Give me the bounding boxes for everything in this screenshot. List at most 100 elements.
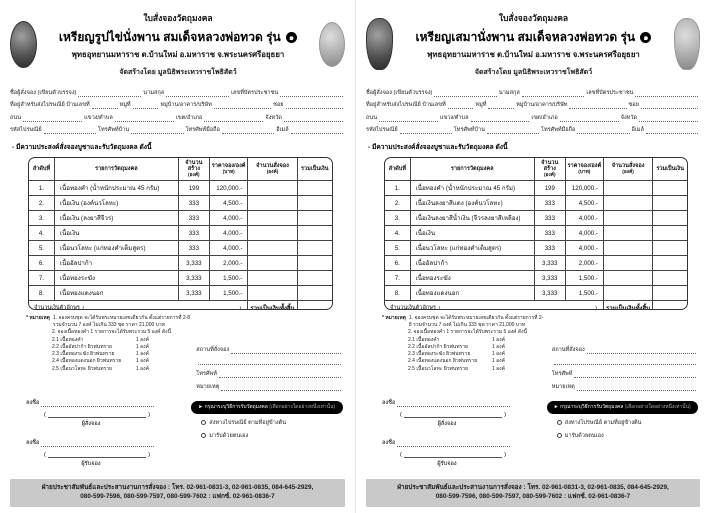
soi-input-line[interactable] (640, 103, 698, 109)
order-place-input-line2[interactable] (198, 359, 341, 365)
qty-cell[interactable] (247, 270, 298, 287)
order-place-input-line[interactable] (231, 348, 341, 354)
house-no-input-line[interactable] (447, 103, 474, 109)
email-input-line[interactable] (645, 128, 699, 134)
id-card-input-line[interactable] (635, 91, 698, 97)
email-input-line[interactable] (290, 128, 344, 134)
house-no-input-line[interactable] (91, 103, 118, 109)
district-input-line[interactable] (204, 116, 264, 122)
contact-phone-input-line[interactable] (218, 372, 341, 378)
id-card-input-line[interactable] (280, 91, 344, 97)
grand-total-cell[interactable] (653, 301, 687, 309)
checkbox-icon[interactable] (201, 420, 207, 426)
contact-note-input-line[interactable] (576, 385, 696, 391)
amount-cell[interactable] (297, 270, 332, 287)
contact-note-label: หมายเหตุ (196, 383, 220, 390)
orderer-name-line[interactable] (403, 413, 503, 418)
amount-cell[interactable] (652, 225, 687, 242)
moo-input-line[interactable] (132, 103, 159, 109)
district-input-line[interactable] (559, 116, 619, 122)
home-phone-input-line[interactable] (486, 128, 539, 134)
soi-input-line[interactable] (285, 103, 343, 109)
delivery-option-post[interactable]: ส่งทางไปรษณีย์ ตามที่อยู่ข้างต้น (556, 419, 698, 427)
amount-cell[interactable] (297, 180, 332, 197)
amount-cell[interactable] (297, 210, 332, 227)
amount-cell[interactable] (297, 240, 332, 257)
zipcode-input-line[interactable] (399, 128, 452, 134)
village-input-line[interactable] (569, 103, 627, 109)
receiver-signature-line[interactable] (41, 441, 154, 447)
amount-cell[interactable] (297, 225, 332, 242)
qty-cell[interactable] (603, 195, 654, 212)
checkbox-icon[interactable] (556, 433, 562, 439)
order-place-input-line2[interactable] (553, 359, 696, 365)
qty-cell[interactable] (247, 285, 298, 302)
amount-cell[interactable] (652, 195, 687, 212)
qty-cell[interactable] (247, 240, 298, 257)
contact-phone-input-line[interactable] (574, 372, 696, 378)
qty-cell[interactable] (603, 270, 654, 287)
delivery-option-pickup[interactable]: มารับด้วยตนเอง (556, 432, 698, 440)
delivery-option-pickup[interactable]: มารับด้วยตนเอง (201, 432, 343, 440)
subdistrict-input-line[interactable] (470, 116, 530, 122)
amulet-back-photo (319, 21, 345, 67)
subdistrict-input-line[interactable] (114, 116, 174, 122)
delivery-option-post[interactable]: ส่งทางไปรษณีย์ ตามที่อยู่ข้างต้น (201, 419, 343, 427)
amount-cell[interactable] (297, 285, 332, 302)
road-input-line[interactable] (23, 116, 83, 122)
receiver-name-line[interactable] (403, 453, 503, 458)
province-input-line[interactable] (283, 116, 344, 122)
mobile-input-line[interactable] (577, 128, 630, 134)
qty-cell[interactable] (603, 225, 654, 242)
home-phone-input-line[interactable] (131, 128, 184, 134)
order-place-input-line[interactable] (586, 348, 696, 354)
qty-cell[interactable] (603, 255, 654, 272)
qty-cell[interactable] (603, 240, 654, 257)
orderer-name-line[interactable] (47, 413, 147, 418)
amount-cell[interactable] (652, 180, 687, 197)
contact-note-input-line[interactable] (221, 385, 341, 391)
form-header: ใบสั่งจองวัตถุมงคล เหรียญรูปไข่นั่งพาน ส… (10, 7, 345, 81)
amount-cell[interactable] (652, 285, 687, 302)
province-input-line[interactable] (639, 116, 699, 122)
qty-cell[interactable] (247, 255, 298, 272)
amount-cell[interactable] (297, 255, 332, 272)
amount-words-input-line[interactable] (87, 306, 236, 308)
surname-input-line[interactable] (521, 91, 585, 97)
qty-cell[interactable] (247, 195, 298, 212)
receiver-signature-line[interactable] (397, 441, 510, 447)
name-input-line[interactable] (434, 91, 497, 97)
delivery-method-block: ► กรุณาระบุวิธีการรับวัตถุมงคล (เลือกอย่… (185, 399, 345, 479)
zipcode-input-line[interactable] (43, 128, 96, 134)
note-2: 2. จองเนื้อทองคำ 1 รายการจะได้รับพระรวม … (52, 329, 171, 336)
checkbox-icon[interactable] (201, 433, 207, 439)
amount-cell[interactable] (652, 210, 687, 227)
orderer-signature-line[interactable] (397, 401, 510, 407)
qty-cell[interactable] (603, 210, 654, 227)
receiver-name-line[interactable] (47, 453, 147, 458)
note-sub-item: 2.1 เนื้อทองคำ 1 องค์ (52, 336, 149, 343)
amount-cell[interactable] (652, 240, 687, 257)
grand-total-cell[interactable] (297, 301, 332, 309)
amount-cell[interactable] (297, 195, 332, 212)
table-header-row: ลำดับที่ รายการวัตถุมงคล จำนวนสร้าง (องค์… (385, 158, 687, 182)
qty-cell[interactable] (247, 225, 298, 242)
checkbox-icon[interactable] (556, 420, 562, 426)
moo-input-line[interactable] (488, 103, 515, 109)
village-input-line[interactable] (213, 103, 272, 109)
qty-cell[interactable] (603, 285, 654, 302)
orderer-signature-line[interactable] (41, 401, 154, 407)
mobile-input-line[interactable] (221, 128, 275, 134)
road-input-line[interactable] (379, 116, 438, 122)
name-input-line[interactable] (78, 91, 142, 97)
amount-cell[interactable] (652, 270, 687, 287)
qty-cell[interactable] (603, 180, 654, 197)
right-arrow-icon: ► (198, 404, 204, 411)
qty-cell[interactable] (247, 210, 298, 227)
surname-input-line[interactable] (166, 91, 229, 97)
amount-words-input-line[interactable] (443, 306, 592, 308)
qty-cell[interactable] (247, 180, 298, 197)
amount-cell[interactable] (652, 255, 687, 272)
note-sub-item: 2.4 เนื้อทองแดงนอก ผิวพ่นทราย 1 องค์ (408, 358, 505, 365)
table-row: 6. เนื้ออัลปาก้า 3,333 2,000.- (29, 255, 332, 272)
